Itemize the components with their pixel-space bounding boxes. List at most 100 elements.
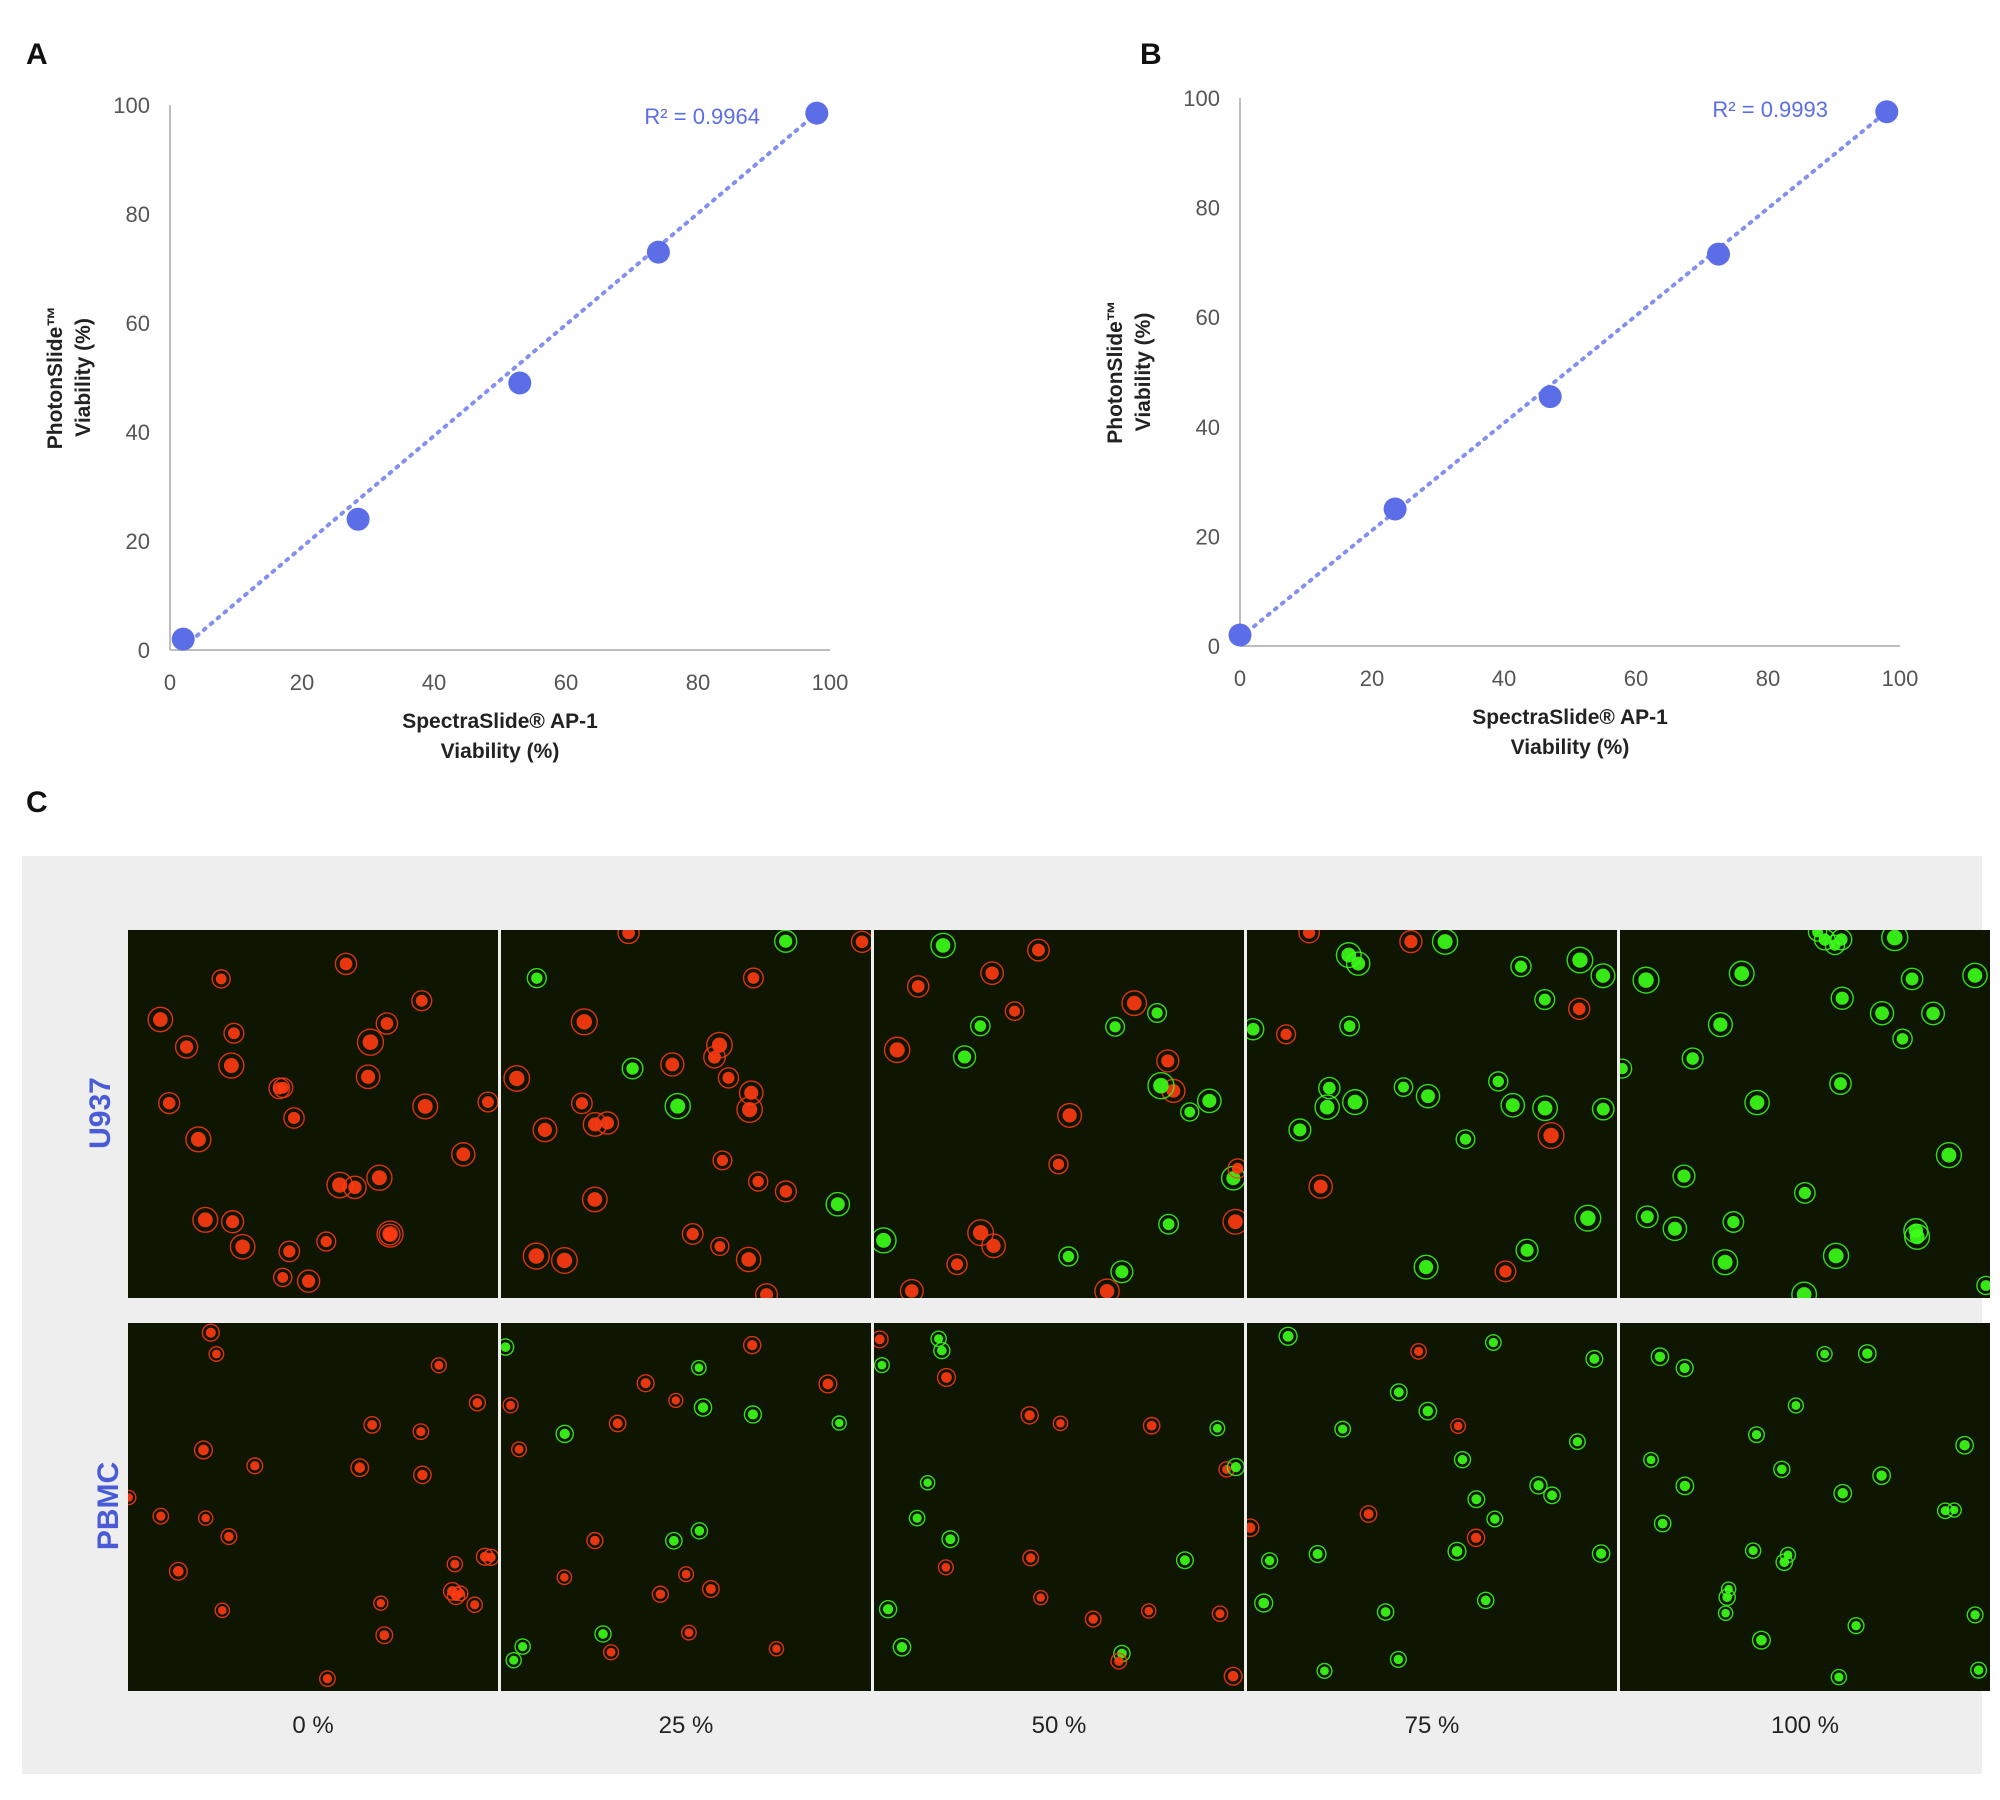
dead-cell bbox=[906, 975, 930, 998]
chart-a: 0 20 40 60 80 100 0 20 40 60 80 100 SpectraSlide® AP… bbox=[44, 93, 848, 763]
dead-cell bbox=[742, 1335, 762, 1355]
x-tick-label: 60 bbox=[554, 670, 578, 695]
dead-cell-core bbox=[376, 1598, 386, 1608]
dead-cell-core bbox=[450, 1559, 460, 1569]
live-cell-core bbox=[1595, 968, 1611, 983]
live-cell bbox=[664, 1092, 691, 1120]
dead-cell bbox=[967, 1219, 995, 1247]
live-cell bbox=[1591, 1097, 1615, 1121]
dead-cell bbox=[937, 1559, 954, 1576]
dead-cell-core bbox=[205, 1327, 216, 1338]
live-cell bbox=[1966, 1606, 1984, 1624]
y-axis-title-line: PhotonSlide™ bbox=[44, 306, 67, 450]
dead-cell bbox=[211, 969, 231, 989]
y-tick-label: 60 bbox=[126, 311, 150, 336]
dead-cell-core bbox=[1413, 1346, 1424, 1356]
dead-cell bbox=[850, 930, 871, 954]
live-cell bbox=[1515, 1238, 1539, 1262]
dead-cell-core bbox=[1453, 1421, 1463, 1431]
x-tick-label: 40 bbox=[422, 670, 446, 695]
live-cell bbox=[1484, 1334, 1502, 1351]
dead-cell bbox=[717, 1067, 740, 1089]
dead-cell-core bbox=[655, 1589, 666, 1600]
live-cell bbox=[1196, 1088, 1222, 1114]
dead-cell bbox=[152, 1507, 170, 1525]
data-point bbox=[1228, 623, 1252, 647]
dead-cell-core bbox=[1056, 1419, 1065, 1428]
dead-cell bbox=[1057, 1102, 1083, 1128]
live-cell-core bbox=[1115, 1265, 1129, 1279]
dead-cell bbox=[375, 1626, 394, 1645]
live-cell-core bbox=[1492, 1075, 1505, 1088]
dead-cell-core bbox=[382, 1226, 398, 1242]
micrograph-gallery: U937 PBMC 0 % 25 % 50 % 75 % 100 % bbox=[22, 856, 1990, 1774]
dead-cell bbox=[503, 1065, 531, 1092]
dead-cell-core bbox=[742, 1102, 758, 1118]
dead-cell-core bbox=[752, 1175, 764, 1188]
live-cell-core bbox=[1959, 1440, 1970, 1451]
y-tick-label: 40 bbox=[1196, 415, 1220, 440]
live-cell bbox=[1254, 1593, 1274, 1613]
live-cell bbox=[1900, 967, 1924, 991]
live-cell bbox=[930, 932, 956, 959]
live-cell-core bbox=[1471, 1494, 1482, 1505]
dead-cell-core bbox=[218, 1606, 227, 1615]
dead-cell bbox=[680, 1624, 697, 1641]
live-cell bbox=[1653, 1514, 1672, 1533]
live-cell bbox=[1226, 1457, 1244, 1477]
live-cell bbox=[1158, 1213, 1180, 1235]
live-cell-core bbox=[1837, 1488, 1848, 1499]
dead-cell bbox=[272, 1267, 293, 1288]
dead-cell bbox=[1022, 1549, 1040, 1567]
live-cell-core bbox=[1437, 934, 1453, 950]
live-cell-core bbox=[1876, 1470, 1887, 1481]
live-cell-core bbox=[1721, 1608, 1730, 1618]
live-cell-core bbox=[779, 934, 793, 948]
column-label: 0 % bbox=[292, 1712, 334, 1739]
dead-cell-core bbox=[1543, 1127, 1559, 1144]
dead-cell-core bbox=[224, 1531, 234, 1542]
live-cell bbox=[1175, 1551, 1194, 1570]
live-cell bbox=[1334, 1420, 1352, 1438]
live-cell-core bbox=[1905, 972, 1919, 986]
live-cell-core bbox=[1320, 1666, 1329, 1676]
dead-cell-core bbox=[506, 1400, 516, 1410]
x-tick-label: 40 bbox=[1492, 666, 1516, 691]
dead-cell bbox=[350, 1458, 370, 1478]
live-cell bbox=[1717, 1605, 1734, 1622]
live-cell bbox=[1308, 1545, 1327, 1564]
live-cell-core bbox=[1734, 966, 1750, 981]
live-cell-core bbox=[1749, 1095, 1765, 1110]
live-cell-core bbox=[1724, 1584, 1733, 1594]
live-cell-core bbox=[501, 1342, 511, 1352]
column-label: 75 % bbox=[1404, 1712, 1460, 1739]
dead-cell bbox=[229, 1233, 256, 1260]
live-cell bbox=[908, 1509, 926, 1527]
live-cell bbox=[1278, 1326, 1298, 1346]
dead-cell-core bbox=[456, 1147, 471, 1162]
dead-cell bbox=[1359, 1505, 1378, 1523]
live-cell bbox=[1722, 1211, 1745, 1233]
live-cell bbox=[1791, 1281, 1818, 1298]
live-cell bbox=[1793, 1181, 1816, 1204]
dead-cell bbox=[595, 1111, 620, 1135]
data-point bbox=[805, 101, 829, 125]
dead-cell bbox=[482, 1548, 498, 1567]
live-cell-core bbox=[1620, 1062, 1628, 1075]
live-cell bbox=[1869, 1001, 1895, 1026]
dead-cell bbox=[334, 952, 358, 976]
dead-cell bbox=[818, 1374, 838, 1394]
dead-cell-core bbox=[1052, 1158, 1065, 1170]
live-cell bbox=[1591, 1544, 1611, 1563]
live-cell bbox=[1955, 1435, 1975, 1455]
x-tick-label: 80 bbox=[1756, 666, 1780, 691]
dead-cell bbox=[1568, 997, 1591, 1021]
dead-cell-core bbox=[722, 1071, 735, 1084]
dead-cell-core bbox=[1126, 995, 1142, 1011]
dead-cell-core bbox=[640, 1378, 651, 1389]
live-cell-core bbox=[1727, 1215, 1740, 1229]
live-cell bbox=[1643, 1451, 1660, 1468]
live-cell-core bbox=[509, 1655, 519, 1665]
dead-cell-core bbox=[1227, 1670, 1239, 1682]
dead-cell-core bbox=[588, 1117, 603, 1132]
